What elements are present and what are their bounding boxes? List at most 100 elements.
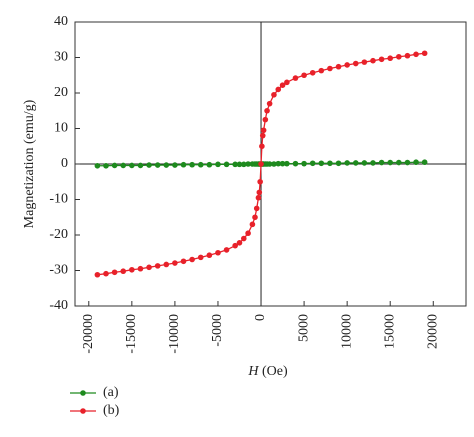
data-point [318, 67, 325, 74]
data-point [413, 159, 419, 166]
data-point [301, 160, 307, 167]
data-point [241, 161, 247, 168]
data-point [404, 159, 411, 166]
data-point [172, 260, 178, 266]
data-point [344, 62, 350, 68]
data-point [370, 57, 376, 64]
data-point [404, 52, 411, 59]
data-point [253, 205, 260, 212]
data-point [223, 161, 230, 168]
data-point [284, 79, 290, 86]
data-point [259, 132, 266, 139]
legend-label: (b) [103, 403, 120, 418]
data-point [146, 162, 152, 168]
y-tick-label: -30 [49, 263, 68, 278]
x-axis-symbol: H [247, 364, 259, 379]
data-point [279, 82, 286, 88]
data-point [361, 59, 368, 65]
y-tick-label: 10 [54, 121, 68, 136]
data-point [335, 160, 342, 167]
data-point [309, 69, 316, 76]
data-point [172, 162, 178, 168]
x-tick-label: -20000 [81, 314, 96, 354]
data-point [413, 51, 419, 58]
data-point [259, 143, 265, 150]
x-tick-label: 10000 [339, 314, 354, 349]
x-tick-label: -10000 [167, 314, 182, 354]
data-point [260, 127, 267, 134]
data-point [180, 161, 187, 168]
data-point [275, 160, 282, 167]
data-point [370, 160, 376, 166]
data-point [215, 249, 221, 256]
data-point [103, 162, 109, 169]
x-tick-label: 0 [253, 314, 268, 321]
data-point [352, 160, 359, 166]
data-point [232, 161, 238, 168]
legend-marker [80, 390, 86, 396]
legend-marker [80, 408, 86, 414]
x-tick-label: -15000 [124, 314, 139, 354]
data-point [396, 159, 402, 166]
data-point [292, 75, 299, 81]
data-point [137, 162, 144, 169]
data-point [197, 161, 204, 168]
data-point [301, 72, 307, 79]
y-tick-label: -10 [49, 192, 68, 207]
data-point [378, 159, 385, 166]
data-point [245, 230, 251, 237]
data-point [236, 161, 243, 168]
data-point [146, 264, 152, 271]
y-tick-label: 0 [61, 156, 68, 171]
data-point [94, 162, 101, 169]
data-point [284, 160, 290, 167]
legend-label: (a) [103, 385, 119, 400]
data-point [252, 214, 258, 221]
data-point [275, 86, 282, 93]
data-point [361, 160, 368, 166]
data-point [189, 161, 195, 168]
data-point [120, 268, 127, 275]
data-point [258, 161, 264, 167]
x-tick-label: 20000 [425, 314, 440, 349]
data-point [137, 265, 144, 272]
data-point [154, 263, 161, 269]
x-tick-label: 5000 [296, 314, 311, 342]
data-point [206, 252, 213, 259]
data-point [215, 161, 221, 168]
data-point [271, 91, 277, 98]
data-point [309, 160, 316, 167]
data-point [344, 160, 350, 166]
data-point [236, 240, 243, 246]
data-point [223, 247, 230, 253]
data-point [206, 161, 213, 168]
data-point [271, 161, 277, 167]
data-point [279, 160, 286, 167]
y-tick-label: -40 [49, 298, 68, 313]
y-tick-label: 40 [54, 14, 68, 29]
x-axis-label: H (Oe) [247, 364, 288, 379]
data-point [264, 107, 270, 114]
data-point [387, 55, 394, 62]
data-point [232, 242, 238, 249]
data-point [245, 161, 251, 167]
data-point [120, 162, 127, 169]
data-point [154, 162, 161, 168]
data-point [129, 266, 135, 273]
data-point [421, 50, 428, 57]
data-point [335, 63, 342, 70]
data-point [327, 160, 333, 167]
data-point [163, 261, 170, 268]
data-point [197, 254, 204, 261]
data-point [163, 162, 170, 168]
y-tick-label: -20 [49, 227, 68, 242]
x-tick-label: 15000 [382, 314, 397, 349]
data-point [292, 160, 299, 167]
y-tick-label: 20 [54, 85, 68, 100]
data-point [111, 162, 118, 169]
data-point [266, 161, 273, 167]
data-point [421, 159, 428, 166]
data-point [94, 271, 101, 278]
